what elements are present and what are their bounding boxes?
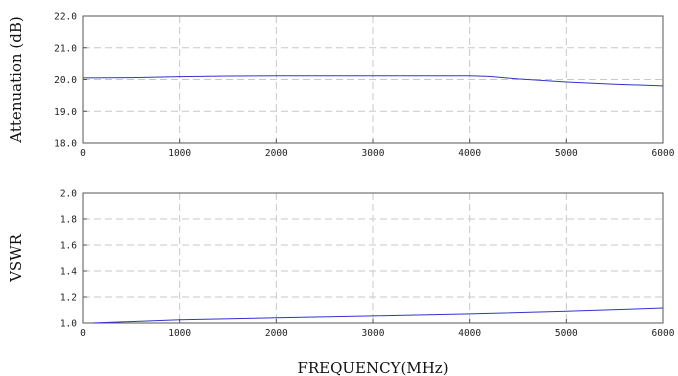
- vswr-x-tick-label: 2000: [265, 328, 288, 339]
- vswr-x-tick-label: 3000: [362, 328, 385, 339]
- attenuation-y-tick-label: 21.0: [54, 43, 77, 54]
- attenuation-x-tick-label: 1000: [168, 148, 191, 159]
- attenuation-panel: 0 1000 2000 3000 4000 5000 6000 18.0 19.0 20.0 21.…: [7, 12, 675, 160]
- attenuation-x-tick-label: 6000: [652, 148, 675, 159]
- vswr-y-tick-label: 2.0: [60, 189, 77, 200]
- attenuation-y-axis-title: Attenuation (dB): [7, 16, 25, 143]
- vswr-series-line: [92, 307, 664, 324]
- vswr-y-tick-label: 1.0: [60, 319, 77, 330]
- attenuation-x-tick-label: 0: [80, 148, 86, 159]
- vswr-panel: 0 1000 2000 3000 4000 5000 6000 1.0 1.2 1.4 1.6 1.8…: [7, 189, 675, 376]
- attenuation-x-tick-label: 4000: [458, 148, 481, 159]
- attenuation-x-tick-label: 3000: [362, 148, 385, 159]
- vswr-y-tick-label: 1.4: [60, 267, 77, 278]
- attenuation-x-tick-label: 5000: [555, 148, 578, 159]
- attenuation-x-tick-label: 2000: [265, 148, 288, 159]
- vswr-y-tick-label: 1.8: [60, 215, 77, 226]
- vswr-x-tick-label: 5000: [555, 328, 578, 339]
- vswr-y-tick-label: 1.6: [60, 241, 77, 252]
- attenuation-y-tick-label: 18.0: [54, 139, 77, 150]
- vswr-x-axis-title: FREQUENCY(MHz): [297, 359, 448, 376]
- attenuation-y-tick-label: 19.0: [54, 107, 77, 118]
- attenuation-y-tick-label: 20.0: [54, 75, 77, 86]
- vswr-x-tick-label: 4000: [458, 328, 481, 339]
- vswr-x-tick-label: 1000: [168, 328, 191, 339]
- vswr-x-tick-label: 6000: [652, 328, 675, 339]
- vswr-x-tick-label: 0: [80, 328, 86, 339]
- vswr-y-axis-title: VSWR: [7, 233, 25, 283]
- attenuation-y-tick-label: 22.0: [54, 12, 77, 23]
- attenuation-series-line: [82, 75, 664, 87]
- vswr-y-tick-label: 1.2: [60, 293, 77, 304]
